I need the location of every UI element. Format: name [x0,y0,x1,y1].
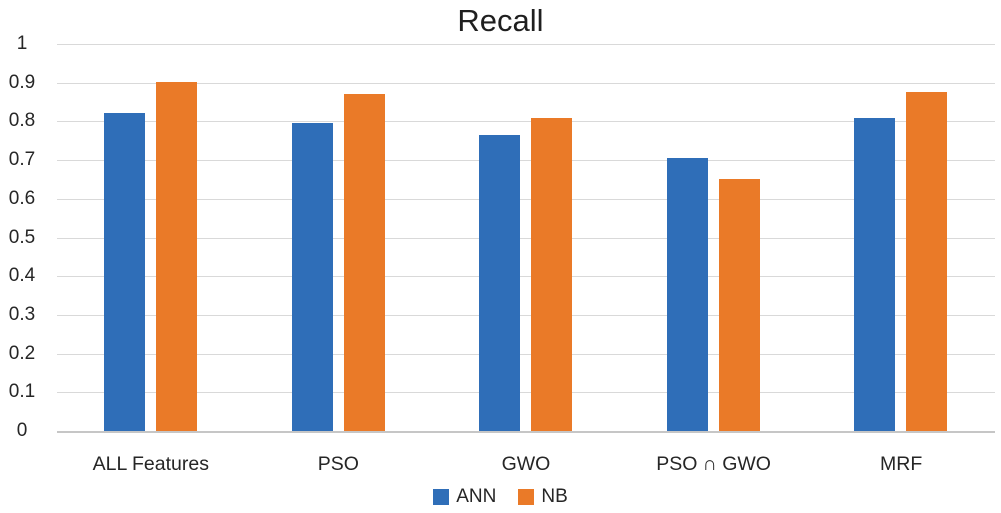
x-label-pso: PSO [317,453,359,475]
y-tick-label-0.1: 0.1 [8,381,36,402]
y-axis-tick-labels: 1 0.9 0.8 0.7 0.6 0.5 0.4 0.3 0.2 0.1 0 [0,33,44,441]
y-tick-label-0.6: 0.6 [8,188,36,209]
y-tick-label-0.8: 0.8 [8,110,36,131]
bar-group-all-features [57,44,245,431]
bar-ann-all-features [104,113,145,431]
y-tick-label-0.3: 0.3 [8,304,36,325]
bar-group-gwo [432,44,620,431]
x-axis-category-labels: ALL Features PSO GWO PSO ∩ GWO MRF [57,452,995,476]
bar-group-mrf [807,44,995,431]
bar-nb-mrf [906,92,948,431]
gridline-1 [57,44,995,45]
bar-ann-gwo [479,135,521,431]
bar-ann-pso [291,123,333,431]
bar-nb-pso [343,94,385,431]
x-label-gwo: GWO [501,453,551,475]
legend-label-nb: NB [541,486,568,507]
legend-label-ann: ANN [456,486,497,507]
y-tick-label-1: 1 [16,33,28,54]
gridline-0.5 [57,238,995,239]
gridline-0.8 [57,121,995,122]
chart-title: Recall [457,3,544,38]
bar-nb-gwo [531,118,573,431]
legend-swatch-nb [518,489,535,505]
bar-group-pso-∩-gwo [620,44,808,431]
bar-nb-all-features [156,82,197,431]
x-label-mrf: MRF [880,453,923,475]
legend-item-nb: NB [518,486,568,507]
gridline-0 [57,431,995,433]
gridline-0.6 [57,199,995,200]
bar-nb-pso-∩-gwo [718,179,760,431]
y-tick-label-0.9: 0.9 [8,72,36,93]
y-tick-label-0: 0 [16,420,28,441]
legend-item-ann: ANN [433,487,496,507]
plot-area [57,44,995,433]
x-label-pso-∩-gwo: PSO ∩ GWO [656,453,771,475]
y-tick-label-0.5: 0.5 [8,227,36,248]
y-tick-label-0.2: 0.2 [8,343,36,364]
y-tick-label-0.4: 0.4 [8,265,36,286]
legend: ANN NB [0,487,1001,507]
gridline-0.4 [57,276,995,277]
gridline-0.1 [57,392,995,393]
x-label-all-features: ALL Features [92,453,209,475]
gridline-0.9 [57,83,995,84]
legend-swatch-ann [433,489,450,505]
gridline-0.3 [57,315,995,316]
gridline-0.7 [57,160,995,161]
bar-ann-mrf [854,118,896,431]
y-tick-label-0.7: 0.7 [8,149,36,170]
gridline-0.2 [57,354,995,355]
bar-ann-pso-∩-gwo [666,158,708,431]
bar-group-pso [245,44,433,431]
